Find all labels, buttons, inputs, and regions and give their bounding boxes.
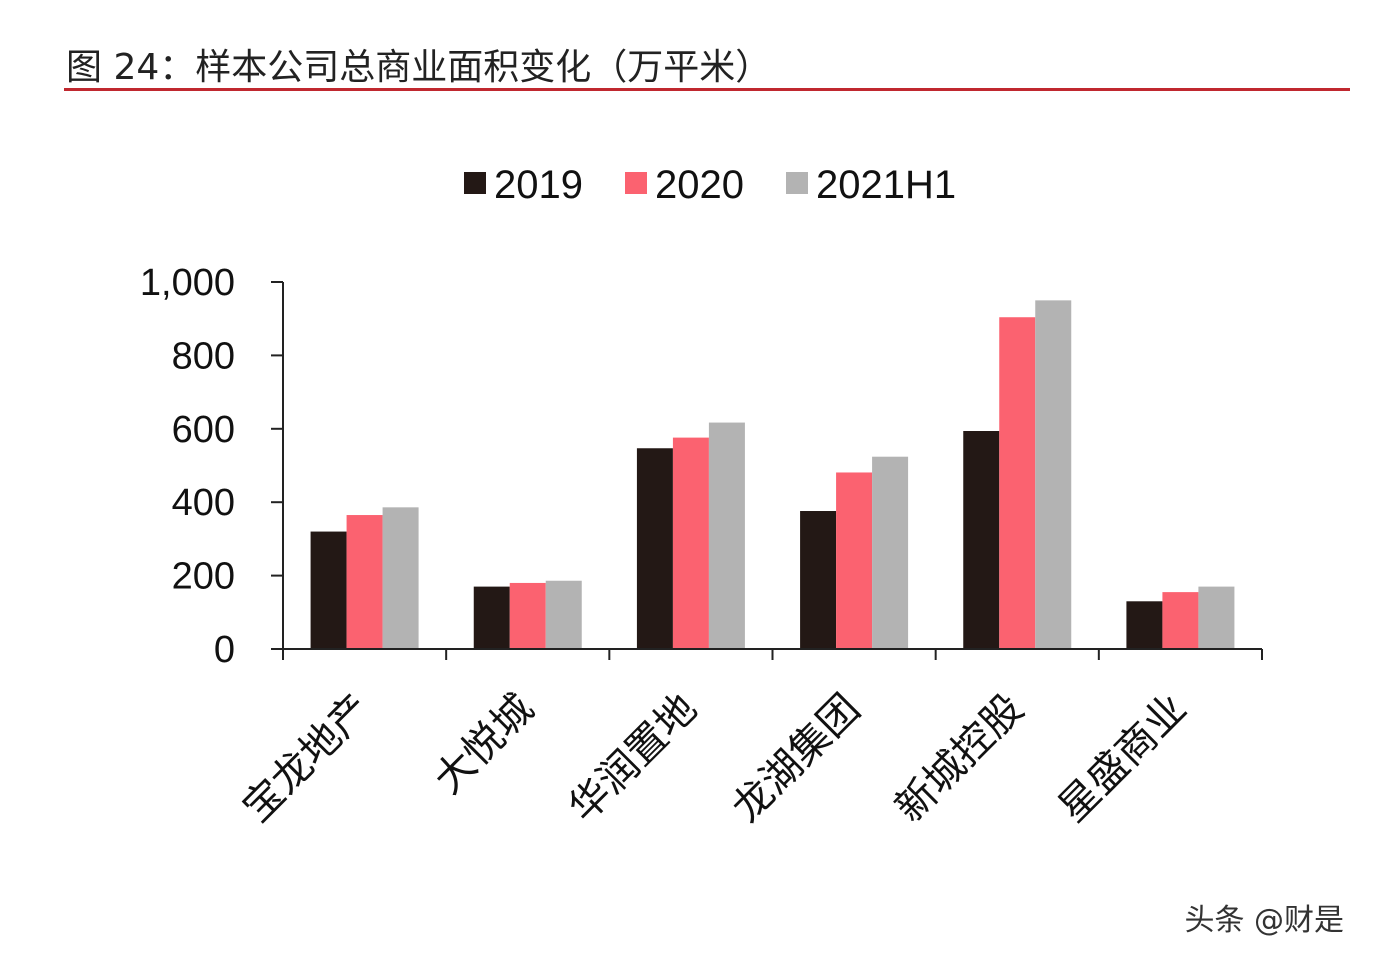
x-category-label: 星盛商业 — [1050, 686, 1196, 832]
bar — [346, 515, 383, 649]
x-category-label: 龙湖集团 — [723, 686, 869, 832]
y-tick-label: 800 — [172, 335, 235, 377]
bar — [836, 472, 873, 649]
y-tick-label: 400 — [172, 482, 235, 524]
watermark-text: 头条 @财是 — [1184, 903, 1344, 938]
chart-legend: 2019 2020 2021H1 — [464, 163, 956, 207]
x-axis: 宝龙地产 大悦城 华润置地 龙湖集团 新城控股 星盛商业 — [234, 648, 1263, 832]
x-category-label: 宝龙地产 — [234, 686, 380, 832]
title-divider — [64, 88, 1350, 91]
legend-swatch — [625, 172, 647, 194]
y-tick-label: 0 — [214, 629, 235, 671]
bar — [800, 511, 837, 649]
bar — [509, 582, 546, 649]
legend-label: 2021H1 — [816, 163, 956, 207]
legend-label: 2020 — [655, 163, 744, 207]
y-tick-label: 200 — [172, 556, 235, 598]
bar — [672, 437, 709, 649]
bar — [636, 448, 673, 649]
legend-label: 2019 — [494, 163, 583, 207]
x-category-label: 大悦城 — [425, 686, 542, 803]
x-category-label: 华润置地 — [560, 686, 706, 832]
bar — [708, 422, 745, 649]
y-axis: 0 200 400 600 800 1,000 — [140, 262, 284, 671]
bar — [473, 586, 510, 649]
bar — [1035, 300, 1072, 649]
y-tick-label: 600 — [172, 409, 235, 451]
bar — [999, 317, 1036, 649]
bar — [1126, 601, 1163, 649]
x-category-label: 新城控股 — [887, 686, 1033, 832]
bar — [310, 531, 347, 649]
bar — [382, 507, 419, 649]
bar — [1198, 586, 1235, 649]
legend-swatch — [786, 172, 808, 194]
bar — [963, 431, 1000, 649]
bar-series — [310, 300, 1235, 649]
bar — [1162, 592, 1199, 649]
bar — [545, 580, 582, 649]
legend-swatch — [464, 172, 486, 194]
figure-title: 图 24：样本公司总商业面积变化（万平米） — [66, 47, 772, 88]
bar — [872, 456, 909, 649]
y-tick-label: 1,000 — [140, 262, 235, 304]
